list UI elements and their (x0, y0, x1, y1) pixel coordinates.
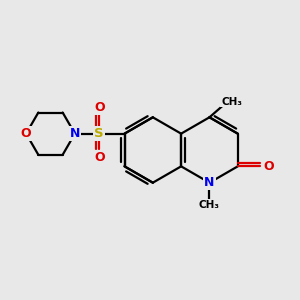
Text: O: O (94, 151, 105, 164)
Text: O: O (21, 127, 32, 140)
Text: S: S (94, 127, 104, 140)
Text: CH₃: CH₃ (221, 97, 242, 106)
Text: CH₃: CH₃ (199, 200, 220, 210)
Text: O: O (94, 101, 105, 114)
Text: N: N (70, 127, 80, 140)
Text: N: N (204, 176, 214, 189)
Text: O: O (263, 160, 274, 173)
Text: N: N (70, 127, 80, 140)
